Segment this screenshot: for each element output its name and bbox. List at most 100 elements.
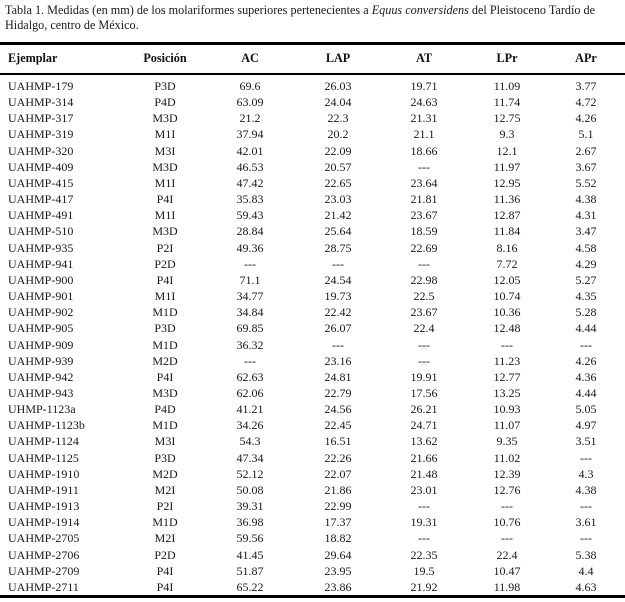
specimen-id: UAHMP-2711 [8, 579, 79, 594]
lpr-cell: 11.23 [493, 353, 521, 368]
ac-cell: 34.77 [236, 289, 264, 304]
table-row: UAHMP-909 M1D 36.32 --- --- --- --- [0, 337, 625, 353]
ac-cell: 46.53 [236, 159, 264, 174]
position-cell: M3D [152, 159, 178, 174]
at-cell: 22.35 [410, 547, 438, 562]
position-cell: M2I [154, 531, 176, 546]
lpr-cell: 10.47 [493, 563, 521, 578]
lap-cell: 16.51 [324, 434, 352, 449]
table-row: UAHMP-901 M1I 34.77 19.73 22.5 10.74 4.35 [0, 288, 625, 304]
ac-cell: 28.84 [236, 224, 264, 239]
position-cell: M1D [152, 515, 178, 530]
lap-cell: 19.73 [324, 289, 352, 304]
lap-cell: 22.42 [324, 305, 352, 320]
position-cell: M2D [152, 466, 178, 481]
position-cell: M1D [152, 305, 178, 320]
caption-prefix: Tabla 1. Medidas (en mm) de los molarifo… [5, 3, 372, 17]
ac-cell: 59.43 [236, 208, 264, 223]
table-row: UAHMP-320 M3I 42.01 22.09 18.66 12.1 2.67 [0, 143, 625, 159]
ac-cell: 36.32 [236, 337, 264, 352]
table-row: UAHMP-2709 P4I 51.87 23.95 19.5 10.47 4.4 [0, 563, 625, 579]
at-cell: 13.62 [410, 434, 438, 449]
lpr-cell: 11.09 [493, 79, 521, 93]
specimen-id: UAHMP-935 [8, 240, 74, 255]
position-cell: P3D [154, 450, 176, 465]
lpr-cell: 11.74 [493, 95, 521, 110]
apr-cell: 4.26 [575, 111, 597, 126]
table-row: UAHMP-939 M2D --- 23.16 --- 11.23 4.26 [0, 353, 625, 369]
lap-cell: 21.42 [324, 208, 352, 223]
apr-cell: 3.47 [575, 224, 597, 239]
at-cell: --- [418, 499, 430, 514]
specimen-id: UAHMP-2709 [8, 563, 80, 578]
apr-cell: 4.3 [578, 466, 594, 481]
ac-cell: 41.45 [236, 547, 264, 562]
position-cell: P2I [156, 499, 174, 514]
specimen-id: UAHMP-319 [8, 127, 74, 142]
table-row: UAHMP-1913 P2I 39.31 22.99 --- --- --- [0, 498, 625, 514]
apr-cell: 5.05 [575, 402, 597, 417]
lpr-cell: 11.84 [493, 224, 521, 239]
lpr-cell: 10.36 [493, 305, 521, 320]
col-header-ejemplar: Ejemplar [0, 43, 125, 75]
at-cell: 21.92 [410, 579, 438, 594]
lap-cell: 23.95 [324, 563, 352, 578]
apr-cell: 4.35 [575, 289, 597, 304]
table-row: UAHMP-417 P4I 35.83 23.03 21.81 11.36 4.38 [0, 191, 625, 207]
lpr-cell: 12.87 [493, 208, 521, 223]
ac-cell: 35.83 [236, 192, 264, 207]
at-cell: 19.91 [410, 369, 438, 384]
specimen-id: UAHMP-902 [8, 305, 74, 320]
lap-cell: 23.03 [324, 192, 352, 207]
specimen-id: UAHMP-1123b [8, 418, 85, 433]
specimen-id: UAHMP-942 [8, 369, 74, 384]
lap-cell: 23.16 [324, 353, 352, 368]
lap-cell: --- [332, 337, 344, 352]
at-cell: 22.98 [410, 272, 438, 287]
specimen-id: UAHMP-2705 [8, 531, 80, 546]
lap-cell: 22.3 [327, 111, 349, 126]
at-cell: --- [418, 353, 430, 368]
col-header-apr: APr [547, 43, 625, 75]
col-header-at: AT [381, 43, 467, 75]
col-header-posicion: Posición [125, 43, 205, 75]
ac-cell: 49.36 [236, 240, 264, 255]
specimen-id: UAHMP-179 [8, 79, 74, 93]
at-cell: 19.71 [410, 79, 438, 93]
apr-cell: 5.27 [575, 272, 597, 287]
apr-cell: 3.51 [575, 434, 597, 449]
table-row: UAHMP-902 M1D 34.84 22.42 23.67 10.36 5.28 [0, 304, 625, 320]
lpr-cell: 11.97 [493, 159, 521, 174]
specimen-id: UAHMP-320 [8, 143, 74, 158]
lpr-cell: 12.75 [493, 111, 521, 126]
at-cell: 18.66 [410, 143, 438, 158]
specimen-id: UAHMP-491 [8, 208, 74, 223]
ac-cell: 62.06 [236, 385, 264, 400]
lap-cell: --- [332, 256, 344, 271]
lpr-cell: 22.4 [496, 547, 518, 562]
apr-cell: 4.63 [575, 579, 597, 594]
lpr-cell: 11.98 [493, 579, 521, 594]
position-cell: M1I [154, 208, 176, 223]
position-cell: P4I [156, 192, 174, 207]
apr-cell: --- [580, 450, 592, 465]
apr-cell: 4.26 [575, 353, 597, 368]
specimen-id: UAHMP-317 [8, 111, 74, 126]
apr-cell: 4.29 [575, 256, 597, 271]
position-cell: P2D [154, 547, 176, 562]
lap-cell: 21.86 [324, 482, 352, 497]
specimen-id: UAHMP-2706 [8, 547, 80, 562]
lap-cell: 28.75 [324, 240, 352, 255]
ac-cell: 71.1 [239, 272, 261, 287]
specimen-id: UAHMP-909 [8, 337, 74, 352]
at-cell: 23.67 [410, 305, 438, 320]
ac-cell: 37.94 [236, 127, 264, 142]
position-cell: M1D [152, 337, 178, 352]
table-row: UAHMP-1910 M2D 52.12 22.07 21.48 12.39 4.3 [0, 466, 625, 482]
apr-cell: 4.36 [575, 369, 597, 384]
ac-cell: 50.08 [236, 482, 264, 497]
apr-cell: 5.1 [578, 127, 594, 142]
lpr-cell: 12.95 [493, 175, 521, 190]
ac-cell: 69.85 [236, 321, 264, 336]
